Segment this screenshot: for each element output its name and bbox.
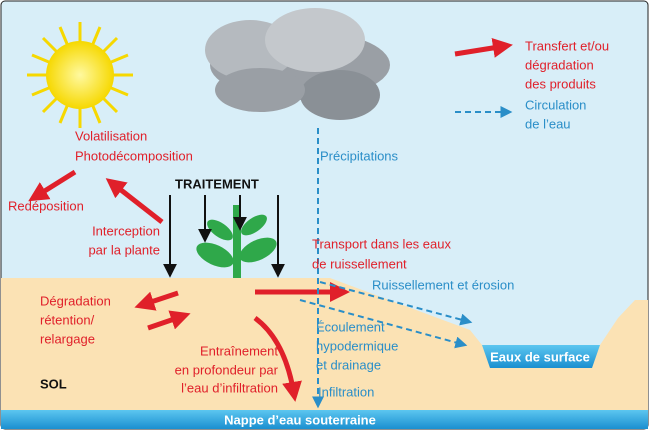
legend-text: dégradation bbox=[525, 57, 594, 72]
label: Photodécomposition bbox=[75, 148, 193, 163]
label: Précipitations bbox=[320, 148, 399, 163]
label: Volatilisation bbox=[75, 128, 147, 143]
label: relargage bbox=[40, 331, 95, 346]
legend-text: de l’eau bbox=[525, 116, 571, 131]
label: Ruissellement et érosion bbox=[372, 277, 514, 292]
label: Interception bbox=[92, 223, 160, 238]
label: hypodermique bbox=[316, 338, 398, 353]
label: en profondeur par bbox=[175, 362, 279, 377]
label: TRAITEMENT bbox=[175, 176, 259, 191]
label: l’eau d’infiltration bbox=[181, 380, 278, 395]
label: Infiltration bbox=[318, 384, 374, 399]
label: rétention/ bbox=[40, 312, 95, 327]
label: Redéposition bbox=[8, 198, 84, 213]
label: Eaux de surface bbox=[490, 349, 590, 364]
label: SOL bbox=[40, 376, 67, 391]
label: de ruissellement bbox=[312, 256, 407, 271]
legend-text: Transfert et/ou bbox=[525, 38, 609, 53]
legend-text: Circulation bbox=[525, 97, 586, 112]
label: Transport dans les eaux bbox=[312, 236, 451, 251]
label: Entraînement bbox=[200, 343, 278, 358]
label: Nappe d’eau souterraine bbox=[224, 412, 376, 427]
label: Écoulement bbox=[316, 319, 385, 334]
label: et drainage bbox=[316, 357, 381, 372]
label: Dégradation bbox=[40, 293, 111, 308]
label: par la plante bbox=[88, 242, 160, 257]
legend-text: des produits bbox=[525, 76, 596, 91]
diagram: Transfert et/ou dégradation des produits… bbox=[0, 0, 649, 430]
